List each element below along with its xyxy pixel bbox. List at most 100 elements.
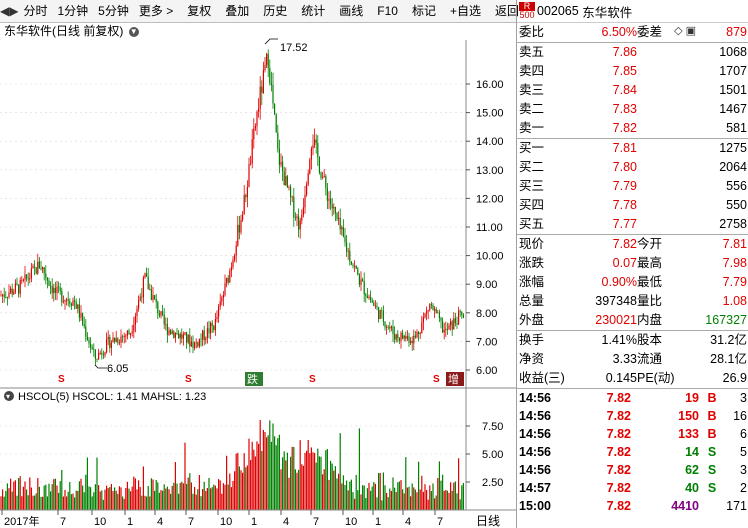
- volume-bar: [123, 498, 125, 510]
- ask-row[interactable]: 卖四 7.85 1707: [517, 62, 748, 81]
- bid-row[interactable]: 买四 7.78 550: [517, 196, 748, 215]
- candle-body: [16, 283, 18, 285]
- volume-bar: [389, 488, 391, 510]
- bid-row[interactable]: 买二 7.80 2064: [517, 158, 748, 177]
- volume-bar: [216, 488, 218, 510]
- tab-intraday[interactable]: 分时: [23, 4, 48, 18]
- back-arrow-icon[interactable]: ◀: [0, 4, 10, 18]
- volume-bar: [442, 474, 444, 510]
- add-watchlist-button[interactable]: +自选: [449, 4, 481, 18]
- candle-body: [157, 302, 159, 314]
- volume-bar: [5, 490, 7, 510]
- adjust-button[interactable]: 复权: [187, 4, 212, 18]
- volume-bar: [259, 420, 261, 510]
- bid-row[interactable]: 买一 7.81 1275: [517, 139, 748, 158]
- candle-body: [42, 267, 44, 270]
- volume-bar: [35, 493, 37, 510]
- volume-bar: [165, 488, 167, 510]
- candle-body: [93, 349, 95, 350]
- stats-button[interactable]: 统计: [301, 4, 326, 18]
- mark-button[interactable]: 标记: [411, 4, 436, 18]
- time-tick-label: 4: [283, 516, 289, 528]
- volume-bar: [362, 485, 364, 510]
- tick-side: S: [707, 463, 717, 477]
- diamond-icon[interactable]: ◇: [674, 25, 683, 37]
- candle-body: [117, 338, 119, 343]
- ask-row[interactable]: 卖五 7.86 1068: [517, 43, 748, 62]
- tick-list: 14:56 7.82 19 B 3 14:56 7.82 150 B 16 14:56 7.82 133…: [517, 389, 748, 515]
- candle-body: [310, 148, 312, 160]
- candle-body: [333, 206, 335, 209]
- volume-bar: [74, 497, 76, 510]
- chart-grid: [0, 83, 466, 483]
- fundamental-label: PE(动): [637, 371, 675, 385]
- history-button[interactable]: 历史: [263, 4, 288, 18]
- fall-marker-box[interactable]: [245, 372, 263, 386]
- tab-1min[interactable]: 1分钟: [57, 4, 89, 18]
- price-tick-label: 8.00: [476, 308, 497, 320]
- candle-body: [22, 279, 24, 281]
- candle-body: [278, 148, 280, 165]
- overlay-button[interactable]: 叠加: [225, 4, 250, 18]
- indicator-chevron-icon[interactable]: [4, 391, 14, 401]
- volume-bar: [291, 446, 293, 510]
- tab-more[interactable]: 更多 >: [138, 4, 174, 18]
- candle-body: [304, 194, 306, 208]
- volume-bar: [293, 446, 295, 510]
- volume-bar: [195, 494, 197, 510]
- candle-body: [86, 336, 88, 340]
- ask-volume: 1068: [719, 45, 747, 59]
- volume-bar: [22, 486, 24, 510]
- tick-side: S: [707, 481, 717, 495]
- period-label[interactable]: 日线: [476, 514, 500, 528]
- volume-bar: [413, 487, 415, 510]
- candle-body: [458, 310, 460, 325]
- volume-bar: [154, 490, 156, 510]
- bid-row[interactable]: 买五 7.77 2758: [517, 215, 748, 234]
- ask-row[interactable]: 卖二 7.83 1467: [517, 100, 748, 119]
- tick-side: B: [707, 409, 717, 423]
- volume-bar: [314, 452, 316, 510]
- candle-body: [440, 318, 442, 321]
- add-marker[interactable]: 增: [448, 372, 459, 386]
- candle-body: [114, 337, 116, 342]
- candle-body: [122, 336, 124, 338]
- tick-price: 7.82: [606, 391, 631, 405]
- candle-body: [360, 279, 362, 285]
- add-marker-box[interactable]: [446, 372, 464, 386]
- volume-bar: [328, 479, 330, 510]
- ask-row[interactable]: 卖一 7.82 581: [517, 119, 748, 138]
- volume-bar: [392, 477, 394, 510]
- ask-row[interactable]: 卖三 7.84 1501: [517, 81, 748, 100]
- s-marker[interactable]: S: [185, 374, 192, 385]
- tab-5min[interactable]: 5分钟: [98, 4, 129, 18]
- forward-arrow-icon[interactable]: ▶: [9, 4, 19, 18]
- s-marker[interactable]: S: [309, 374, 316, 385]
- price-tick-label: 16.00: [476, 79, 504, 91]
- draw-line-button[interactable]: 画线: [339, 4, 364, 18]
- volume-bar: [24, 481, 26, 510]
- window-icon[interactable]: ▣: [685, 25, 696, 37]
- volume-bar: [115, 490, 117, 510]
- fall-marker[interactable]: 跌: [247, 372, 258, 386]
- candle-body: [203, 330, 205, 341]
- s-marker[interactable]: S: [58, 374, 65, 385]
- candle-body: [32, 266, 34, 269]
- bid-row[interactable]: 买三 7.79 556: [517, 177, 748, 196]
- candle-body: [0, 295, 2, 297]
- candle-body: [238, 224, 240, 233]
- tick-price: 7.82: [606, 481, 631, 495]
- quote-header: R 500 002065 东华软件: [517, 0, 748, 23]
- return-button[interactable]: 返回: [495, 4, 520, 18]
- volume-bar: [211, 487, 213, 510]
- candle-body: [240, 219, 242, 233]
- volume-bar: [301, 464, 303, 510]
- f10-button[interactable]: F10: [377, 4, 398, 18]
- tick-row: 15:00 7.82 4410 171: [517, 497, 748, 515]
- volume-bar: [152, 479, 154, 510]
- chevron-down-icon[interactable]: ▼: [128, 26, 139, 37]
- time-tick-label: 10: [94, 516, 106, 528]
- s-marker[interactable]: S: [433, 374, 440, 385]
- bid-volume: 556: [726, 179, 747, 193]
- candle-body: [155, 298, 157, 303]
